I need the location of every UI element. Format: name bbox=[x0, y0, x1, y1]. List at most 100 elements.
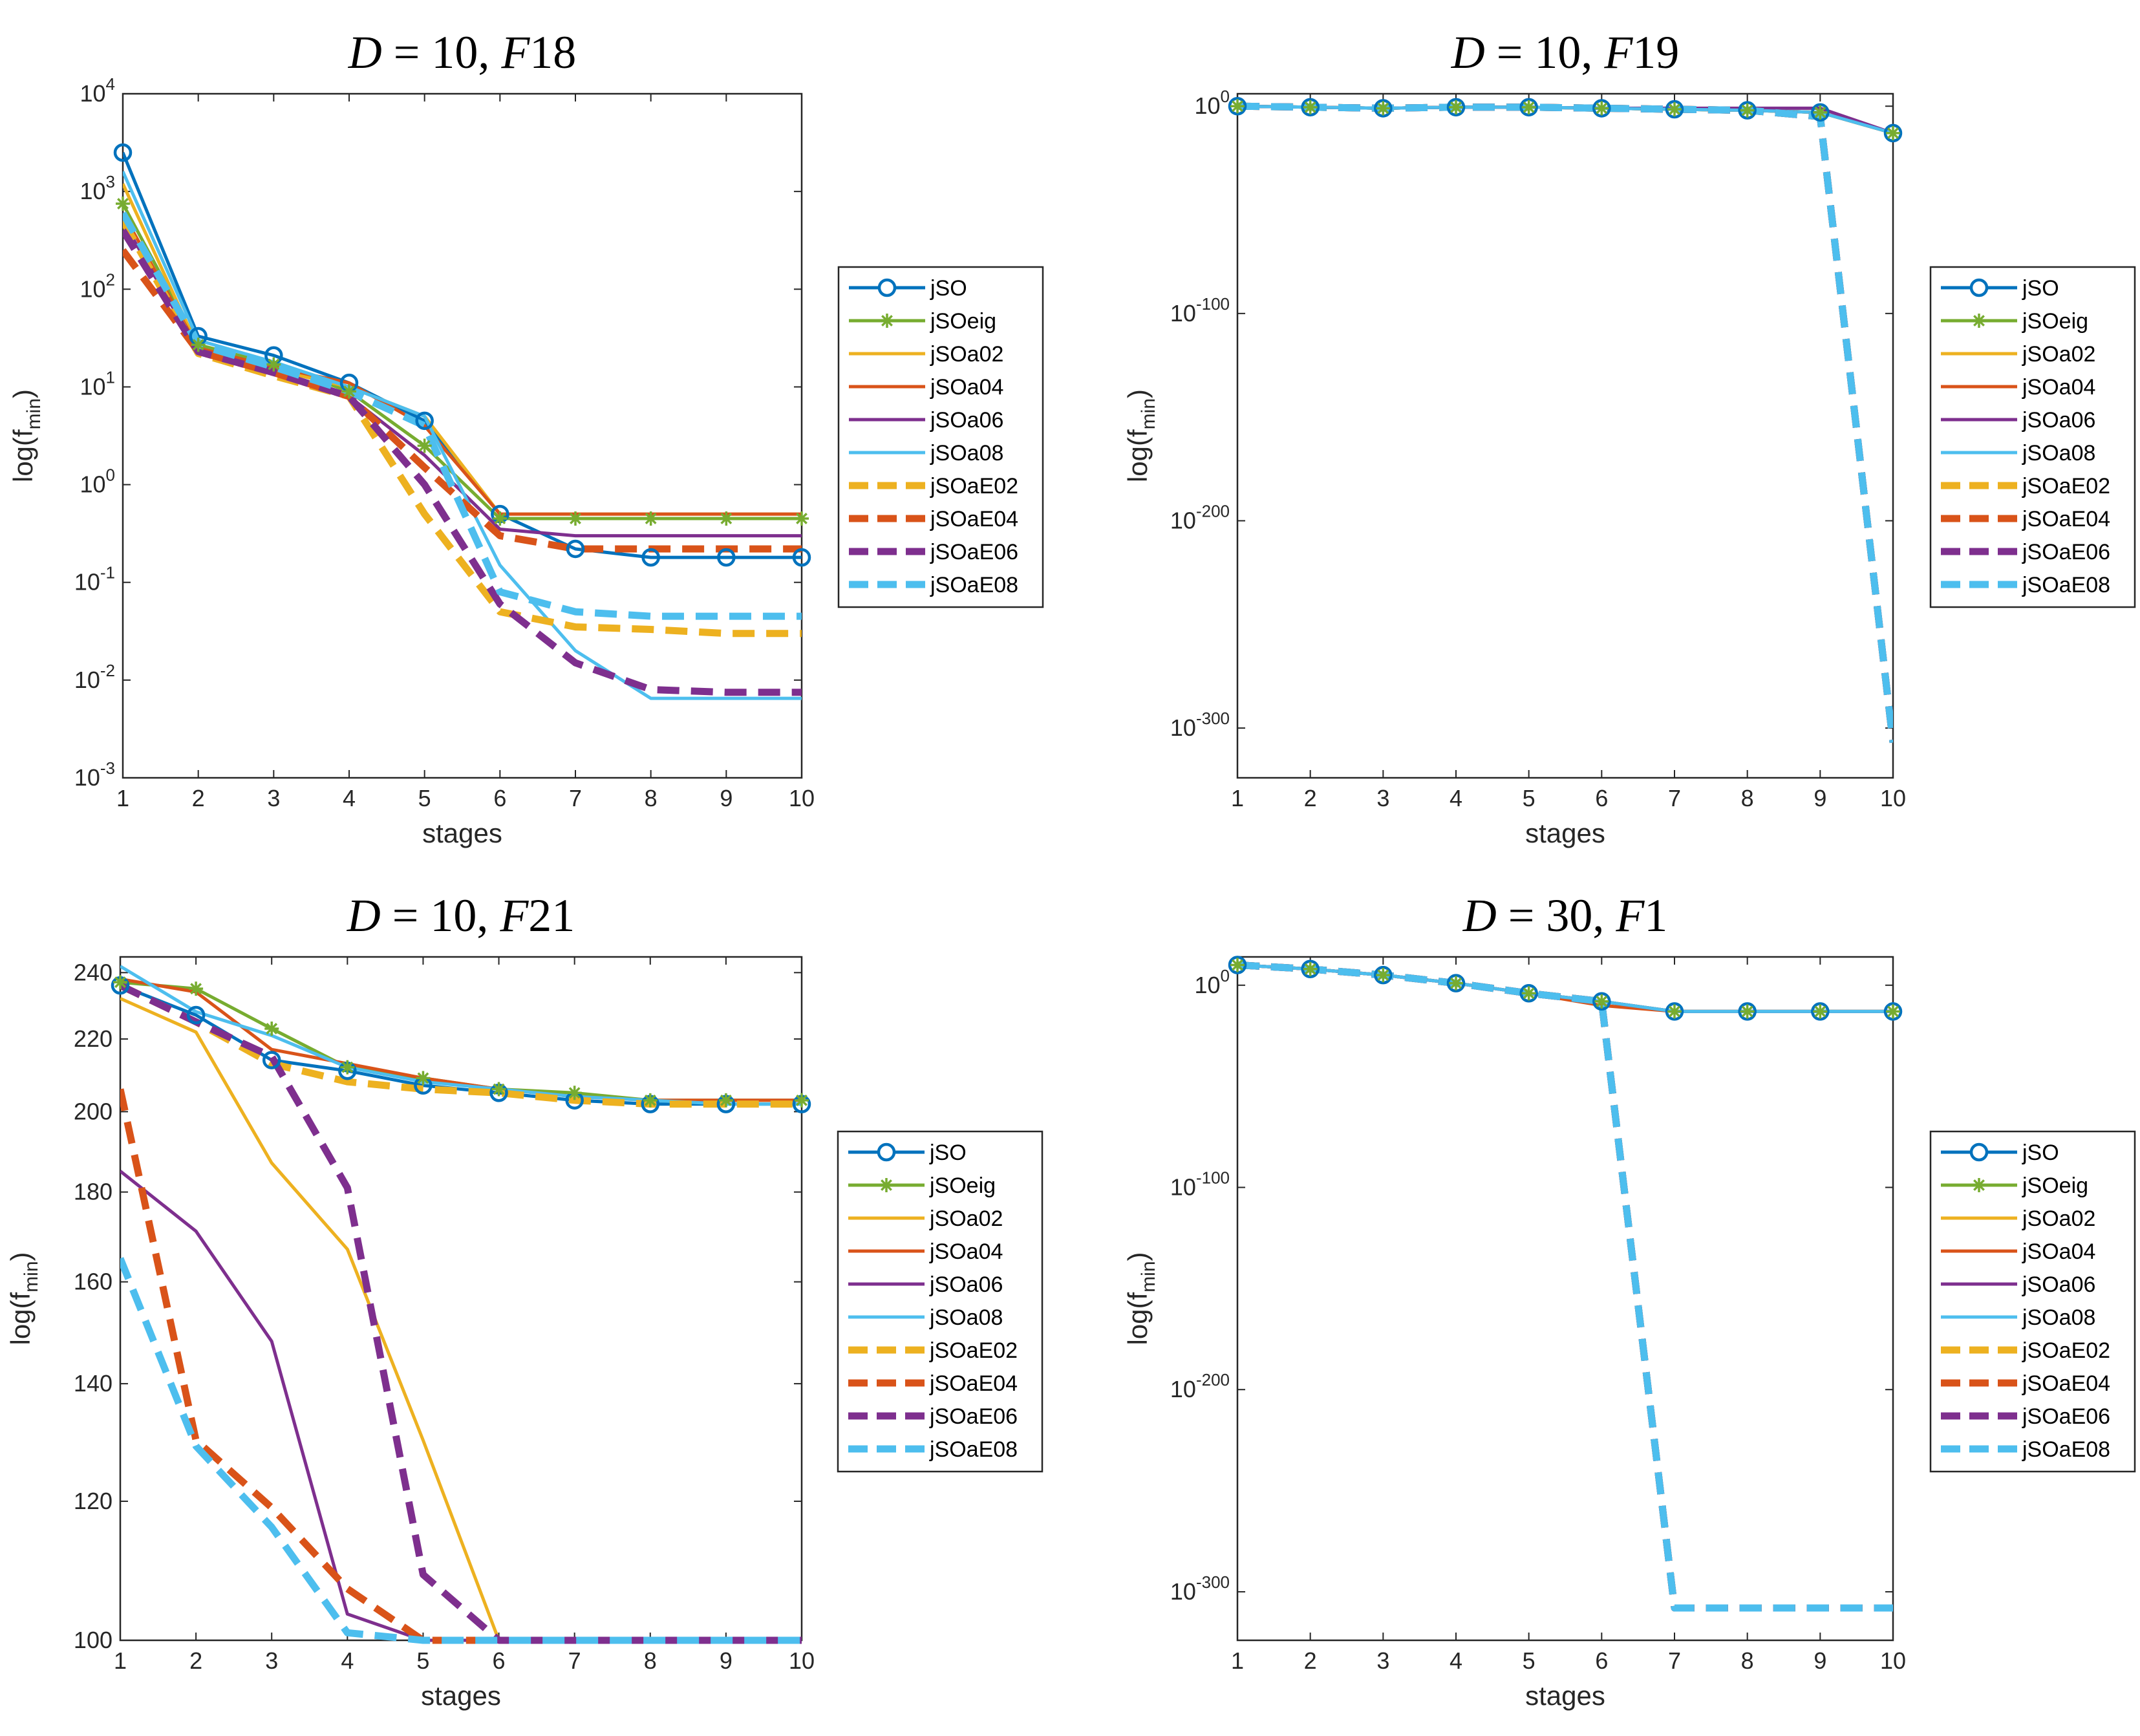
marker-jSOeig bbox=[113, 975, 127, 990]
marker-jSOeig bbox=[1667, 102, 1682, 117]
legend-label: jSOa04 bbox=[2022, 375, 2095, 400]
series-line-jSOaE08 bbox=[1237, 102, 1893, 744]
marker-jSOeig bbox=[266, 357, 281, 372]
marker-jSO bbox=[1883, 1002, 1903, 1021]
series-group bbox=[120, 965, 802, 1644]
marker-jSO bbox=[1592, 99, 1611, 118]
x-tick-label: 5 bbox=[1523, 785, 1535, 811]
marker-jSO bbox=[717, 548, 736, 567]
legend-label: jSOa04 bbox=[930, 375, 1003, 400]
x-tick-label: 6 bbox=[1595, 785, 1608, 811]
y-tick-label: 100 bbox=[80, 466, 115, 498]
legend-label: jSOa02 bbox=[930, 342, 1003, 367]
legend-marker bbox=[1973, 315, 1985, 327]
marker-jSOeig bbox=[116, 197, 130, 211]
legend-label: jSOaE04 bbox=[2022, 1371, 2110, 1396]
legend-marker bbox=[881, 1179, 892, 1191]
series-line-jSOa08 bbox=[123, 171, 802, 700]
y-tick-label: 10-300 bbox=[1170, 1572, 1230, 1605]
x-tick-label: 4 bbox=[341, 1647, 354, 1674]
x-tick-label: 2 bbox=[189, 1647, 202, 1674]
legend-marker bbox=[1969, 1142, 1989, 1162]
legend-marker bbox=[881, 315, 893, 327]
x-tick-label: 1 bbox=[114, 1647, 127, 1674]
legend-marker bbox=[877, 1142, 896, 1162]
legend-label: jSOa04 bbox=[929, 1239, 1003, 1264]
marker-jSOeig bbox=[191, 338, 206, 352]
marker-jSOeig bbox=[1303, 961, 1318, 976]
chart-title: D = 10, F19 bbox=[1451, 27, 1680, 78]
legend-label: jSOaE02 bbox=[2022, 474, 2110, 498]
x-tick-label: 3 bbox=[1376, 785, 1389, 811]
marker-jSOeig bbox=[718, 1093, 733, 1108]
marker-jSO bbox=[641, 548, 660, 567]
legend-label: jSOa06 bbox=[930, 408, 1003, 433]
legend-label: jSOeig bbox=[2022, 1173, 2088, 1198]
marker-jSOeig bbox=[1740, 103, 1755, 118]
marker-jSO bbox=[113, 143, 133, 162]
legend-label: jSOeig bbox=[2022, 309, 2088, 334]
x-tick-label: 5 bbox=[1523, 1647, 1535, 1674]
x-tick-label: 2 bbox=[192, 785, 205, 811]
marker-jSO bbox=[792, 548, 811, 567]
plot-area bbox=[1236, 92, 1894, 779]
marker-jSOeig bbox=[1886, 125, 1900, 140]
y-tick-label: 160 bbox=[74, 1269, 112, 1295]
x-tick-label: 10 bbox=[1880, 785, 1906, 811]
series-group bbox=[1237, 102, 1893, 744]
legend-label: jSOa02 bbox=[2022, 1206, 2095, 1231]
marker-jSO bbox=[1665, 1002, 1684, 1021]
legend-label: jSO bbox=[2022, 276, 2059, 301]
marker-jSO bbox=[1738, 101, 1757, 120]
y-tick-label: 10-200 bbox=[1170, 1370, 1230, 1402]
y-tick-label: 100 bbox=[74, 1627, 112, 1653]
marker-jSOeig bbox=[1521, 100, 1536, 114]
x-tick-label: 10 bbox=[1880, 1647, 1906, 1674]
marker-jSOeig bbox=[189, 981, 204, 996]
legend-label: jSOaE08 bbox=[929, 1437, 1018, 1462]
x-tick-label: 2 bbox=[1304, 785, 1317, 811]
chart-panel-4: D = 30, F1 1 2 3 4 5 6 7 8 9 10 100 10-100 10-200 10-3… bbox=[1122, 890, 2136, 1711]
y-tick-label: 103 bbox=[80, 172, 115, 204]
x-tick-label: 4 bbox=[343, 785, 356, 811]
marker-jSOeig bbox=[568, 511, 583, 526]
x-tick-label: 4 bbox=[1450, 1647, 1462, 1674]
marker-jSO bbox=[1738, 1002, 1757, 1021]
y-axis-label: log(fmin) bbox=[1122, 389, 1159, 482]
y-tick-label: 104 bbox=[80, 74, 115, 107]
marker-jSOeig bbox=[1740, 1004, 1755, 1019]
x-tick-label: 9 bbox=[720, 785, 733, 811]
series-line-jSOa04 bbox=[120, 977, 802, 1102]
marker-jSOeig bbox=[491, 1082, 506, 1097]
marker-jSOeig bbox=[1594, 994, 1609, 1009]
marker-jSOeig bbox=[1230, 99, 1245, 114]
x-tick-label: 5 bbox=[416, 1647, 429, 1674]
legend-label: jSOaE08 bbox=[2022, 573, 2110, 597]
legend-label: jSOa06 bbox=[929, 1272, 1003, 1297]
legend-label: jSOaE08 bbox=[930, 573, 1018, 597]
legend-label: jSOaE06 bbox=[929, 1404, 1018, 1429]
marker-jSO bbox=[1301, 959, 1320, 979]
marker-jSO bbox=[1519, 984, 1538, 1003]
chart-title: D = 10, F21 bbox=[347, 890, 575, 941]
marker-jSOeig bbox=[493, 511, 508, 526]
marker-jSO bbox=[186, 1005, 206, 1025]
series-group bbox=[123, 152, 802, 700]
marker-jSOeig bbox=[1449, 100, 1463, 114]
y-axis-label: log(fmin) bbox=[5, 1252, 42, 1345]
y-tick-label: 10-300 bbox=[1170, 709, 1230, 741]
marker-jSOeig bbox=[1376, 101, 1391, 116]
x-tick-label: 3 bbox=[265, 1647, 278, 1674]
chart-title: D = 10, F18 bbox=[348, 27, 577, 78]
x-axis-label: stages bbox=[1525, 818, 1605, 848]
marker-jSOeig bbox=[342, 384, 356, 399]
y-tick-label: 10-100 bbox=[1170, 294, 1230, 327]
x-tick-label: 6 bbox=[1595, 1647, 1608, 1674]
marker-jSO bbox=[1374, 99, 1393, 118]
legend-label: jSOa08 bbox=[929, 1305, 1003, 1330]
series-line-jSOaE08 bbox=[1237, 961, 1893, 1612]
marker-jSOeig bbox=[795, 511, 809, 526]
marker-jSOeig bbox=[1376, 968, 1391, 983]
chart-panel-3: D = 10, F21 1 2 3 4 5 6 7 8 9 10 100 120 140 160 180 200… bbox=[5, 890, 1043, 1711]
marker-jSOeig bbox=[417, 438, 432, 453]
